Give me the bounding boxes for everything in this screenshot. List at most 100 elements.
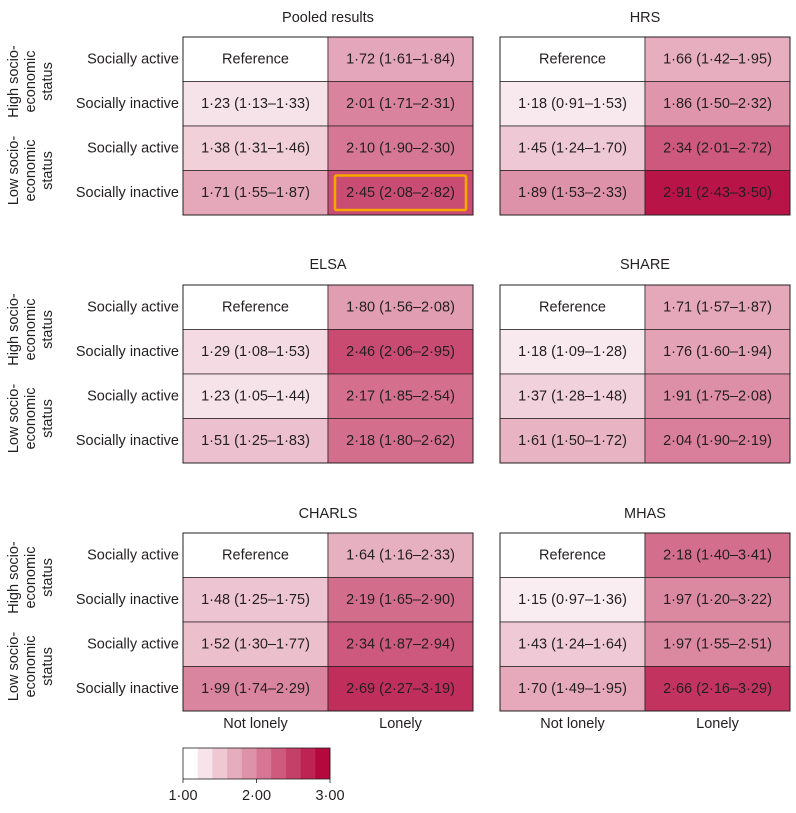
group-label-high: status xyxy=(40,558,56,597)
row-label: Socially active xyxy=(87,636,179,652)
cell-value-label: 1·18 (1·09–1·28) xyxy=(518,344,627,360)
cell-value-label: 2·34 (2·01–2·72) xyxy=(663,140,772,156)
row-label: Socially active xyxy=(87,547,179,563)
cell-value-label: 1·51 (1·25–1·83) xyxy=(201,433,310,449)
row-label: Socially inactive xyxy=(76,96,179,112)
heatmap-cell xyxy=(644,666,791,712)
cell-value-label: 1·23 (1·13–1·33) xyxy=(201,96,310,112)
heatmap-cell xyxy=(644,81,791,127)
group-label-high: status xyxy=(40,62,56,101)
heatmap-cell xyxy=(499,666,646,712)
cell-value-label: 1·64 (1·16–2·33) xyxy=(346,547,455,563)
cell-value-label: 2·19 (1·65–2·90) xyxy=(346,592,455,608)
cell-value-label: 2·10 (1·90–2·30) xyxy=(346,140,455,156)
group-label-high: High socio- xyxy=(6,293,22,366)
cell-value-label: 1·91 (1·75–2·08) xyxy=(663,388,772,404)
column-label-not-lonely: Not lonely xyxy=(223,716,288,732)
cell-value-label: 1·43 (1·24–1·64) xyxy=(518,636,627,652)
panel-frame xyxy=(182,532,474,712)
cell-value-label: 2·46 (2·06–2·95) xyxy=(346,344,455,360)
heatmap-cell xyxy=(644,621,791,667)
heatmap-cell xyxy=(644,284,791,330)
heatmap-cell xyxy=(499,621,646,667)
cell-value-label: 2·04 (1·90–2·19) xyxy=(663,433,772,449)
reference-label: Reference xyxy=(539,547,606,563)
color-scale-legend: 1·00 2·00 3·00 xyxy=(168,747,345,804)
group-label-low: Low socio- xyxy=(6,136,22,205)
cell-value-label: 2·18 (1·80–2·62) xyxy=(346,433,455,449)
heatmap-cell xyxy=(327,170,474,216)
cell-value-label: 1·52 (1·30–1·77) xyxy=(201,636,310,652)
heatmap-cell xyxy=(327,36,474,82)
panel-title: SHARE xyxy=(620,257,670,273)
cell-value-label: 1·97 (1·55–2·51) xyxy=(663,636,772,652)
heatmap-cell xyxy=(644,36,791,82)
cell-value-label: 1·97 (1·20–3·22) xyxy=(663,592,772,608)
heatmap-cell xyxy=(499,170,646,216)
row-label: Socially active xyxy=(87,51,179,67)
heatmap-cell xyxy=(644,125,791,171)
heatmap-cell xyxy=(182,329,329,375)
panel-pooled-results: Pooled results Reference 1·72 (1·61–1·84) 1… xyxy=(182,10,474,216)
cell-value-label: 2·66 (2·16–3·29) xyxy=(663,681,772,697)
heatmap-cell xyxy=(327,418,474,464)
heatmap-cell xyxy=(499,284,646,330)
legend-tick-label: 3·00 xyxy=(315,788,344,804)
heatmap-cell xyxy=(327,621,474,667)
panel-share: SHARE Reference 1·71 (1·57–1·87) 1·18 (1·09… xyxy=(499,257,791,464)
reference-label: Reference xyxy=(539,51,606,67)
panel-frame xyxy=(182,36,474,216)
cell-value-label: 2·91 (2·43–3·50) xyxy=(663,185,772,201)
cell-value-label: 1·38 (1·31–1·46) xyxy=(201,140,310,156)
panel-elsa: ELSA Reference 1·80 (1·56–2·08) 1·29 (1·08–… xyxy=(182,257,474,464)
heatmap-cell xyxy=(644,418,791,464)
group-label-high: High socio- xyxy=(6,45,22,118)
legend-swatch xyxy=(212,748,228,779)
heatmap-cell xyxy=(499,577,646,623)
heatmap-cell xyxy=(182,125,329,171)
group-label-low: status xyxy=(40,151,56,190)
legend-swatch xyxy=(227,748,243,779)
cell-value-label: 2·01 (1·71–2·31) xyxy=(346,96,455,112)
legend-swatch xyxy=(241,748,257,779)
column-label-lonely: Lonely xyxy=(696,716,739,732)
cell-value-label: 1·89 (1·53–2·33) xyxy=(518,185,627,201)
heatmap-cell xyxy=(644,373,791,419)
cell-value-label: 1·71 (1·55–1·87) xyxy=(201,185,310,201)
cell-value-label: 1·99 (1·74–2·29) xyxy=(201,681,310,697)
row-label: Socially active xyxy=(87,140,179,156)
row-label: Socially inactive xyxy=(76,592,179,608)
legend-swatch xyxy=(300,748,316,779)
heatmap-cell xyxy=(327,373,474,419)
cell-value-label: 2·69 (2·27–3·19) xyxy=(346,681,455,697)
panel-title: Pooled results xyxy=(282,10,374,26)
heatmap-cell xyxy=(499,125,646,171)
panel-title: HRS xyxy=(630,10,661,26)
cell-value-label: 2·45 (2·08–2·82) xyxy=(346,185,455,201)
panel-title: CHARLS xyxy=(299,506,358,522)
heatmap-cell xyxy=(644,577,791,623)
legend-tick-label: 1·00 xyxy=(168,788,197,804)
group-label-low: Low socio- xyxy=(6,384,22,453)
heatmap-cell xyxy=(327,284,474,330)
heatmap-cell xyxy=(182,81,329,127)
cell-value-label: 1·48 (1·25–1·75) xyxy=(201,592,310,608)
heatmap-cell xyxy=(182,418,329,464)
reference-label: Reference xyxy=(222,547,289,563)
reference-label: Reference xyxy=(539,299,606,315)
reference-label: Reference xyxy=(222,299,289,315)
cell-value-label: 1·86 (1·50–2·32) xyxy=(663,96,772,112)
heatmap-cell xyxy=(644,170,791,216)
row-label: Socially inactive xyxy=(76,433,179,449)
row-label: Socially inactive xyxy=(76,185,179,201)
heatmap-cell xyxy=(327,577,474,623)
highlight-box xyxy=(333,174,468,212)
cell-value-label: 2·17 (1·85–2·54) xyxy=(346,388,455,404)
cell-value-label: 1·71 (1·57–1·87) xyxy=(663,299,772,315)
cell-value-label: 1·15 (0·97–1·36) xyxy=(518,592,627,608)
group-label-low: economic xyxy=(23,139,39,201)
legend-swatch xyxy=(271,748,287,779)
panel-title: MHAS xyxy=(624,506,666,522)
cell-value-label: 1·61 (1·50–1·72) xyxy=(518,433,627,449)
row-label: Socially active xyxy=(87,388,179,404)
